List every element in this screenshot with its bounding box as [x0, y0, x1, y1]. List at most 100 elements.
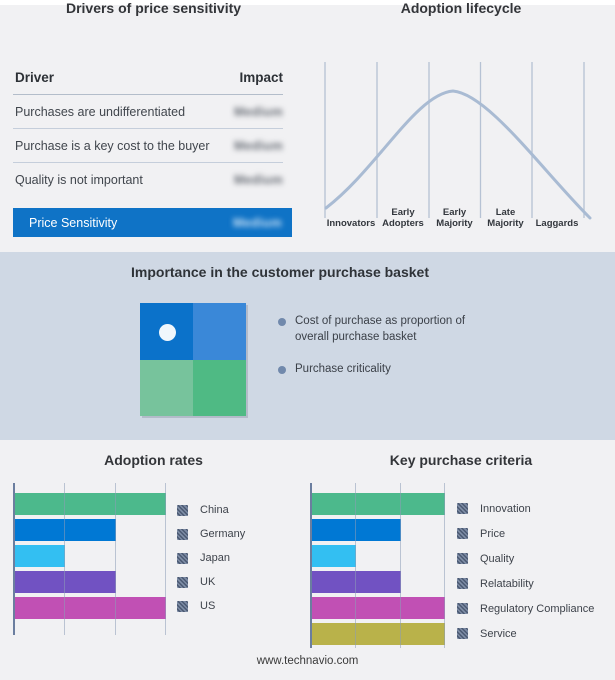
stage-label-innovators: Innovators [326, 218, 376, 230]
bar-relatability [312, 571, 402, 593]
hatched-swatch-icon [457, 503, 468, 514]
segment-divider-lines [324, 62, 585, 218]
basket-legend-item: Purchase criticality [278, 362, 487, 378]
hatched-swatch-icon [177, 600, 188, 612]
bar-service [312, 623, 445, 645]
legend-item-relatability: Relatability [457, 571, 594, 596]
bar-innovation [312, 493, 445, 515]
quadrant-top-left [140, 303, 193, 360]
driver-cell: Purchase is a key cost to the buyer [15, 138, 210, 153]
legend-label-germany: Germany [200, 528, 246, 540]
gridline [63, 483, 65, 635]
top-strip [0, 0, 615, 5]
bar-row-china [15, 493, 166, 515]
bar-group [312, 493, 445, 645]
bar-row-uk [15, 571, 166, 593]
adoption-rates-title: Adoption rates [104, 452, 203, 468]
purchase-basket-band: Importance in the customer purchase bask… [0, 252, 615, 440]
lifecycle-bell-curve-chart [324, 62, 592, 220]
drivers-panel-title: Drivers of price sensitivity [65, 0, 242, 16]
bar-price [312, 519, 402, 541]
legend-label-regulatory-compliance: Regulatory Compliance [480, 602, 595, 615]
driver-row: Purchases are undifferentiated Medium [13, 95, 283, 129]
bar-row-germany [15, 519, 166, 541]
key-purchase-criteria-title: Key purchase criteria [389, 452, 533, 468]
hatched-swatch-icon [177, 504, 188, 516]
basket-legend-item: Cost of purchase as proportion of overal… [278, 314, 487, 345]
bar-group [15, 493, 166, 619]
impact-column-header: Impact [239, 70, 283, 85]
bar-row-regulatory-compliance [312, 597, 445, 619]
legend-label-relatability: Relatability [480, 577, 534, 590]
legend-item-uk: UK [177, 570, 245, 594]
key-purchase-criteria-legend: Innovation Price Quality Relatability Regula… [457, 496, 594, 646]
bar-us [15, 597, 166, 619]
bar-germany [15, 519, 117, 541]
driver-cell: Purchases are undifferentiated [15, 104, 186, 119]
gridline [354, 483, 356, 648]
legend-label-uk: UK [200, 576, 216, 588]
hatched-swatch-icon [177, 576, 188, 588]
impact-cell-redacted: Medium [233, 138, 283, 153]
legend-item-germany: Germany [177, 522, 245, 546]
hatched-swatch-icon [457, 603, 468, 614]
legend-item-quality: Quality [457, 546, 594, 571]
impact-cell-redacted: Medium [233, 172, 283, 187]
legend-item-service: Service [457, 621, 594, 646]
stage-label-laggards: Laggards [535, 218, 579, 230]
bar-row-quality [312, 545, 445, 567]
gridline [165, 483, 166, 635]
y-axis-line [310, 483, 312, 648]
drivers-table-header: Driver Impact [13, 66, 283, 95]
key-purchase-criteria-plot [310, 483, 445, 648]
bar-row-japan [15, 545, 166, 567]
stage-label-early-majority: Early Majority [436, 207, 473, 230]
legend-item-china: China [177, 498, 245, 522]
hatched-swatch-icon [177, 552, 188, 564]
legend-label-quality: Quality [480, 552, 515, 565]
hatched-swatch-icon [457, 553, 468, 564]
bar-china [15, 493, 166, 515]
basket-legend-text: Purchase criticality [295, 363, 391, 376]
position-dot-icon [159, 324, 176, 341]
hatched-swatch-icon [457, 628, 468, 639]
quadrant-top-right [193, 303, 246, 360]
legend-item-innovation: Innovation [457, 496, 594, 521]
legend-label-price: Price [480, 527, 506, 540]
gridline [399, 483, 401, 648]
price-sensitivity-impact-redacted: Medium [232, 215, 282, 230]
driver-row: Purchase is a key cost to the buyer Mediu… [13, 129, 283, 163]
hatched-swatch-icon [457, 578, 468, 589]
stage-label-late-majority: Late Majority [487, 207, 524, 230]
gridline [114, 483, 116, 635]
basket-legend-text: Cost of purchase as proportion of overal… [295, 315, 466, 343]
lifecycle-panel-title: Adoption lifecycle [400, 0, 522, 16]
legend-label-japan: Japan [200, 552, 230, 564]
stage-label-early-adopters: Early Adopters [382, 207, 424, 230]
adoption-rates-plot [13, 483, 166, 635]
adoption-rates-legend: China Germany Japan UK US [177, 498, 245, 618]
bar-regulatory-compliance [312, 597, 445, 619]
legend-label-us: US [200, 600, 216, 612]
gridline [444, 483, 445, 648]
legend-item-us: US [177, 594, 245, 618]
lifecycle-stage-labels: Innovators Early Adopters Early Majority Late… [320, 201, 602, 232]
bar-row-relatability [312, 571, 445, 593]
bar-uk [15, 571, 117, 593]
bar-japan [15, 545, 65, 567]
legend-label-china: China [200, 504, 229, 516]
legend-item-japan: Japan [177, 546, 245, 570]
bar-row-service [312, 623, 445, 645]
footer-url: www.technavio.com [256, 655, 359, 667]
basket-legend: Cost of purchase as proportion of overal… [278, 314, 487, 395]
drivers-table-body: Purchases are undifferentiated Medium Purc… [13, 95, 283, 196]
driver-column-header: Driver [15, 70, 55, 85]
bar-row-innovation [312, 493, 445, 515]
hatched-swatch-icon [177, 528, 188, 540]
driver-row: Quality is not important Medium [13, 163, 283, 196]
quadrant-bottom-right [193, 360, 246, 416]
basket-title: Importance in the customer purchase bask… [131, 264, 429, 280]
drivers-table: Driver Impact Purchases are undifferenti… [13, 66, 292, 237]
bar-row-us [15, 597, 166, 619]
impact-cell-redacted: Medium [233, 104, 283, 119]
